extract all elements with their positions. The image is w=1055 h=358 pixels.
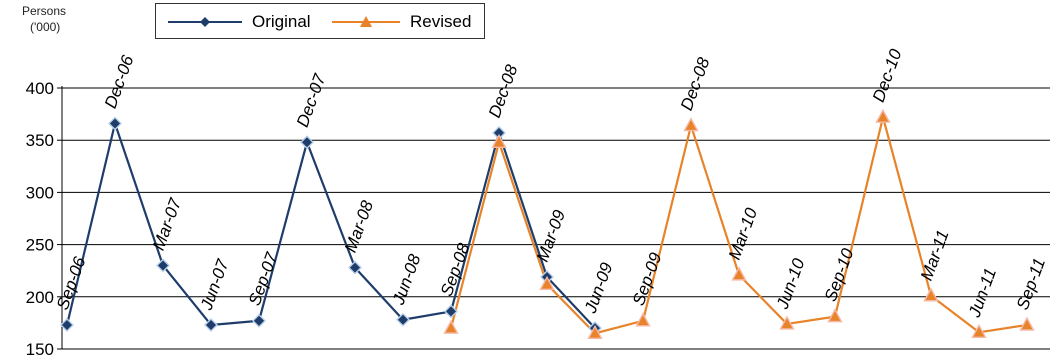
legend-revised-triangle-icon bbox=[360, 16, 372, 27]
x-tick-label-4: Sep-07 bbox=[245, 250, 282, 309]
y-tick-label-300: 300 bbox=[26, 183, 54, 202]
legend-swatches bbox=[168, 16, 400, 27]
marker-revised-Jun-10 bbox=[779, 315, 795, 330]
marker-revised-Dec-08 bbox=[491, 133, 507, 148]
grid-lines bbox=[62, 87, 1050, 298]
marker-revised-Mar-11 bbox=[923, 287, 939, 302]
y-axis-unit-line-1: Persons bbox=[22, 4, 67, 18]
x-tick-label-17: Dec-10 bbox=[869, 46, 906, 105]
x-tick-label-14: Mar-10 bbox=[725, 205, 761, 262]
marker-original-Mar-08 bbox=[348, 260, 362, 275]
y-axis-unit-line-2: ('000) bbox=[30, 20, 61, 34]
x-tick-label-19: Jun-11 bbox=[965, 266, 1001, 321]
legend-original-label: Original bbox=[252, 12, 311, 31]
x-tick-label-16: Sep-10 bbox=[821, 245, 858, 304]
x-tick-label-5: Dec-07 bbox=[293, 71, 330, 130]
series-markers bbox=[60, 108, 1035, 340]
series-line-original-0 bbox=[65, 122, 596, 329]
marker-revised-Sep-09 bbox=[635, 312, 651, 327]
marker-original-Sep-06 bbox=[60, 317, 74, 332]
y-tick-labels: 150 200 250 300 350 400 bbox=[26, 79, 54, 358]
x-tick-label-7: Jun-08 bbox=[389, 251, 425, 308]
x-tick-label-12: Sep-09 bbox=[629, 250, 666, 309]
axes bbox=[57, 86, 1050, 350]
y-tick-label-350: 350 bbox=[26, 131, 54, 150]
marker-original-Dec-07 bbox=[300, 135, 314, 150]
x-tick-label-15: Jun-10 bbox=[773, 255, 809, 312]
marker-revised-Dec-08 bbox=[683, 117, 699, 132]
x-tick-label-10: Mar-09 bbox=[533, 207, 569, 264]
x-tick-label-11: Jun-09 bbox=[581, 260, 617, 317]
y-tick-label-400: 400 bbox=[26, 79, 54, 98]
x-tick-label-18: Mar-11 bbox=[917, 227, 953, 283]
marker-original-Jun-07 bbox=[204, 317, 218, 332]
x-tick-label-8: Sep-08 bbox=[437, 240, 474, 299]
marker-revised-Jun-11 bbox=[971, 323, 987, 338]
marker-revised-Sep-11 bbox=[1019, 316, 1035, 331]
marker-revised-Sep-08 bbox=[443, 319, 459, 334]
marker-original-Sep-08 bbox=[444, 304, 458, 319]
legend-original-diamond-icon bbox=[200, 17, 210, 27]
marker-original-Sep-07 bbox=[252, 313, 266, 328]
x-tick-label-9: Dec-08 bbox=[485, 62, 522, 121]
x-tick-label-0: Sep-06 bbox=[53, 254, 90, 313]
marker-revised-Jun-09 bbox=[587, 324, 603, 340]
x-tick-label-1: Dec-06 bbox=[101, 52, 138, 111]
marker-revised-Mar-09 bbox=[539, 275, 555, 290]
x-tick-label-3: Jun-07 bbox=[197, 257, 233, 314]
legend-revised-label: Revised bbox=[410, 12, 472, 31]
x-tick-label-6: Mar-08 bbox=[341, 198, 377, 255]
marker-original-Mar-07 bbox=[156, 258, 170, 273]
y-tick-label-200: 200 bbox=[26, 288, 54, 307]
marker-revised-Mar-10 bbox=[731, 266, 747, 281]
x-tick-label-20: Sep-11 bbox=[1013, 256, 1049, 313]
marker-original-Jun-08 bbox=[396, 312, 410, 327]
y-tick-label-150: 150 bbox=[26, 340, 54, 358]
y-tick-label-250: 250 bbox=[26, 236, 54, 255]
marker-original-Dec-06 bbox=[108, 116, 122, 131]
legend: Original Revised bbox=[155, 3, 485, 39]
marker-revised-Sep-10 bbox=[827, 308, 843, 323]
marker-revised-Dec-10 bbox=[875, 108, 891, 123]
x-tick-label-13: Dec-08 bbox=[677, 54, 714, 113]
